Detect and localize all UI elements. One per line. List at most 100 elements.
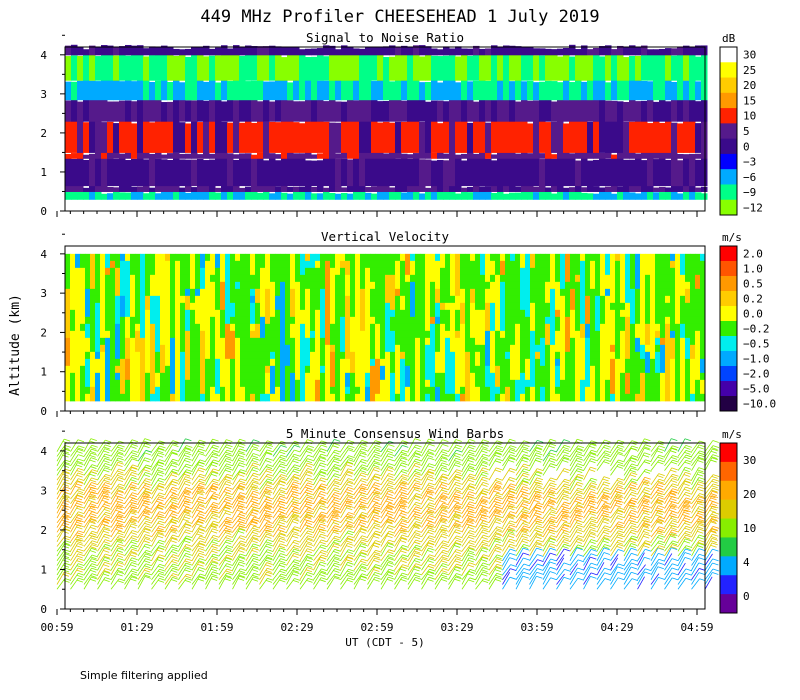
snr-cell: [629, 78, 636, 101]
wind-barb-flag: [63, 494, 70, 497]
wind-barb-flag: [213, 483, 220, 486]
snr-cell: [173, 78, 180, 101]
vv-cell: [430, 372, 436, 381]
vv-cell: [230, 281, 236, 290]
snr-cell: [641, 151, 648, 159]
vv-cell: [130, 281, 136, 290]
vv-cell: [365, 274, 371, 283]
vv-cell: [75, 323, 81, 332]
vv-cell: [80, 281, 86, 290]
snr-cell: [509, 151, 516, 159]
vv-cell: [545, 337, 551, 346]
vv-cell: [605, 344, 611, 353]
snr-cell: [293, 101, 300, 122]
vv-cell: [620, 295, 626, 304]
vv-cell: [430, 393, 436, 402]
vv-cell: [505, 358, 511, 367]
vv-cell: [540, 344, 546, 353]
wind-barb-flag: [76, 480, 84, 483]
vv-cell: [255, 393, 261, 402]
vv-cell: [610, 253, 616, 262]
wind-barb-flag: [172, 472, 179, 475]
wind-barb-flag: [143, 512, 151, 516]
vv-cell: [565, 372, 571, 381]
snr-cell: [449, 78, 456, 101]
vv-cell: [400, 393, 406, 402]
wind-barb-flag: [211, 517, 218, 520]
vv-cell: [500, 365, 506, 374]
vv-cell: [85, 288, 91, 297]
vv-cell: [580, 323, 586, 332]
snr-cell: [569, 153, 576, 159]
vv-cell: [150, 372, 156, 381]
vv-cell: [195, 337, 201, 346]
vv-cell: [100, 337, 106, 346]
wind-barb-flag: [131, 523, 138, 527]
vv-cell: [360, 358, 366, 367]
wind-barb-flag: [117, 537, 124, 540]
vv-cell: [590, 379, 596, 388]
snr-cell: [671, 98, 678, 122]
vv-cell: [615, 386, 621, 395]
wind-barb-flag: [77, 567, 85, 571]
wind-barb-flag: [145, 520, 152, 524]
vv-cell: [455, 344, 461, 353]
vv-cell: [355, 344, 361, 353]
vv-cell: [210, 358, 216, 367]
snr-cell: [383, 156, 390, 187]
colorbar-swatch: [720, 306, 737, 322]
vv-cell: [175, 330, 181, 339]
vv-cell: [135, 267, 141, 276]
wind-barb-flag: [199, 486, 206, 490]
snr-cell: [101, 193, 108, 200]
vv-cell: [645, 274, 651, 283]
vv-cell: [150, 302, 156, 311]
snr-cell: [551, 101, 558, 122]
vv-cell: [360, 295, 366, 304]
vv-cell: [645, 330, 651, 339]
wind-barb-flag: [116, 540, 124, 544]
vv-cell: [155, 393, 161, 402]
snr-cell: [383, 190, 390, 200]
vv-cell: [180, 260, 186, 269]
vv-cell: [555, 253, 561, 262]
vv-cell: [545, 358, 551, 367]
vv-cell: [210, 288, 216, 297]
wind-barb-flag: [184, 546, 191, 549]
wind-barb-flag: [144, 466, 151, 470]
vv-cell: [400, 358, 406, 367]
vv-cell: [460, 274, 466, 283]
vv-cell: [700, 302, 706, 311]
wind-barb-flag: [185, 487, 193, 490]
snr-cell: [515, 192, 522, 200]
colorbar-label: 10: [743, 110, 756, 123]
snr-cell: [593, 159, 600, 187]
vv-cell: [165, 288, 171, 297]
vv-cell: [140, 274, 146, 283]
snr-cell: [671, 48, 678, 56]
snr-cell: [263, 121, 270, 153]
vv-cell: [430, 295, 436, 304]
wind-barb-flag: [131, 477, 138, 480]
vv-cell: [225, 393, 231, 402]
snr-cell: [161, 184, 168, 192]
snr-cell: [629, 192, 636, 200]
snr-cell: [347, 54, 354, 81]
vv-cell: [300, 274, 306, 283]
snr-cell: [65, 190, 72, 200]
vv-cell: [590, 267, 596, 276]
wind-barb: [191, 453, 200, 467]
wind-barb-flag: [78, 454, 85, 458]
vv-cell: [660, 351, 666, 360]
snr-cell: [239, 97, 246, 122]
snr-cell: [527, 153, 534, 159]
vv-cell: [515, 302, 521, 311]
vv-cell: [685, 302, 691, 311]
snr-cell: [665, 54, 672, 81]
vv-cell: [550, 379, 556, 388]
wind-barb-flag: [211, 555, 218, 559]
vv-cell: [455, 386, 461, 395]
vv-cell: [215, 358, 221, 367]
wind-barb-flag: [76, 470, 83, 473]
wind-barb-flag: [143, 502, 150, 506]
